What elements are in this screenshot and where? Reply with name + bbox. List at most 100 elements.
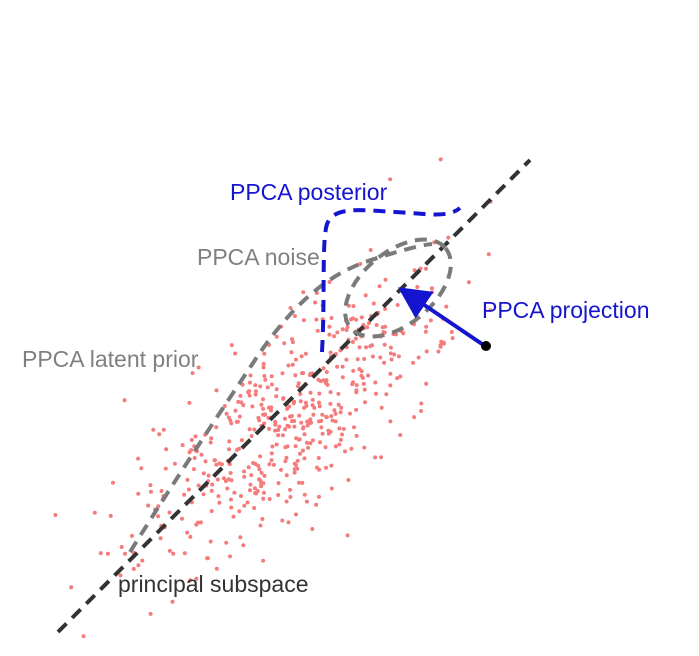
data-point xyxy=(239,494,243,498)
data-point xyxy=(332,408,337,413)
data-point xyxy=(312,405,317,410)
data-point xyxy=(156,514,161,519)
data-point xyxy=(438,157,443,162)
data-point xyxy=(333,444,338,449)
data-point xyxy=(253,389,258,394)
data-point xyxy=(257,477,262,482)
data-point xyxy=(305,423,310,428)
data-point xyxy=(486,252,491,257)
data-point xyxy=(295,458,300,463)
data-point xyxy=(340,327,345,332)
projection-arrow xyxy=(398,287,487,348)
data-point xyxy=(327,332,332,337)
data-point xyxy=(290,337,295,342)
data-point xyxy=(328,390,333,395)
data-point xyxy=(361,381,366,386)
data-point xyxy=(302,432,307,437)
data-point xyxy=(415,285,420,289)
data-point xyxy=(352,425,356,430)
data-point xyxy=(398,374,403,379)
data-point xyxy=(261,361,266,366)
data-point xyxy=(280,433,285,438)
data-point xyxy=(357,345,362,350)
data-point xyxy=(242,503,247,508)
data-point xyxy=(225,486,230,491)
data-point xyxy=(229,421,234,426)
data-point xyxy=(297,480,302,485)
data-point xyxy=(262,490,266,495)
data-point xyxy=(314,317,319,322)
data-point xyxy=(300,371,304,376)
data-point xyxy=(396,354,401,359)
data-point xyxy=(229,343,234,348)
latent-prior-curve xyxy=(128,242,433,554)
data-point xyxy=(285,444,290,449)
data-point xyxy=(239,400,244,405)
data-point xyxy=(119,545,124,549)
data-point xyxy=(122,398,127,403)
data-point xyxy=(320,431,325,436)
data-point xyxy=(315,465,319,470)
data-point xyxy=(338,410,343,415)
data-point xyxy=(242,474,247,479)
data-point xyxy=(118,573,123,578)
data-point xyxy=(424,381,429,386)
data-point xyxy=(336,402,341,407)
data-point xyxy=(269,408,273,413)
data-point xyxy=(221,476,226,481)
data-point xyxy=(363,293,368,298)
data-point xyxy=(351,316,355,321)
data-point xyxy=(388,351,393,356)
data-point xyxy=(332,334,336,339)
posterior-curve xyxy=(320,206,462,353)
data-point xyxy=(148,483,153,488)
data-point xyxy=(298,399,303,404)
data-point xyxy=(233,408,238,413)
data-point xyxy=(350,382,355,387)
data-point xyxy=(209,436,214,441)
data-point xyxy=(294,436,299,441)
data-point xyxy=(368,344,373,349)
data-point xyxy=(233,351,238,356)
data-point xyxy=(262,473,267,478)
data-point xyxy=(228,471,233,475)
data-point xyxy=(214,388,219,393)
data-point xyxy=(327,280,332,284)
data-point xyxy=(271,462,276,467)
data-point xyxy=(269,458,274,463)
data-point xyxy=(310,397,315,402)
data-point xyxy=(289,350,294,355)
data-point xyxy=(276,493,281,497)
data-point xyxy=(159,489,164,493)
data-point xyxy=(383,277,388,282)
data-point xyxy=(436,349,441,354)
data-point xyxy=(302,492,307,497)
data-point xyxy=(208,539,213,544)
data-point xyxy=(247,427,252,432)
data-point xyxy=(398,433,403,437)
noise-ellipse xyxy=(343,237,453,339)
data-point xyxy=(286,363,291,368)
data-point xyxy=(379,405,384,410)
data-point xyxy=(156,504,161,509)
data-point xyxy=(324,370,329,374)
data-point xyxy=(333,419,338,424)
data-point xyxy=(288,306,293,310)
data-point xyxy=(344,328,349,332)
data-point xyxy=(299,420,304,425)
data-point xyxy=(286,520,291,525)
data-point xyxy=(261,496,266,501)
data-point xyxy=(229,505,234,510)
data-point xyxy=(269,382,274,387)
data-point xyxy=(222,404,227,408)
data-point xyxy=(123,551,127,556)
data-point xyxy=(276,428,281,432)
data-point xyxy=(348,411,352,416)
data-point xyxy=(395,376,400,381)
data-point xyxy=(258,384,263,389)
data-point xyxy=(424,324,429,329)
data-point xyxy=(260,517,265,521)
data-point xyxy=(301,290,306,295)
data-point xyxy=(283,459,288,464)
data-point xyxy=(284,499,289,504)
